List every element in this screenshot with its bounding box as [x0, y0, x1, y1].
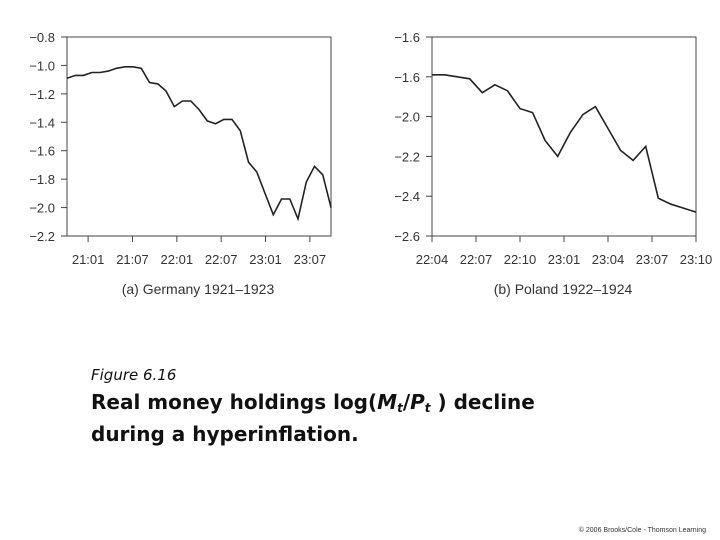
germany-x-tick-label: 21:01 [72, 252, 105, 267]
germany-x-tick-label: 22:01 [161, 252, 194, 267]
germany-plot-frame [66, 36, 332, 237]
germany-y-tick-label: −1.8 [29, 172, 55, 187]
poland-x-tick-label: 23:01 [548, 252, 581, 267]
germany-series-line [66, 66, 332, 222]
germany-y-tick-label: −1.2 [29, 87, 55, 102]
germany-x-tick-label: 21:07 [116, 252, 149, 267]
poland-x-tick-label: 22:07 [460, 252, 493, 267]
poland-x-tick-label: 23:10 [680, 252, 713, 267]
title-p: P [410, 390, 425, 414]
germany-panel: −0.8−1.0−1.2−1.4−1.6−1.8−2.0−2.2 21:01 21… [29, 30, 332, 297]
poland-y-tick-label: −1.6 [394, 30, 420, 45]
germany-y-tick-label: −1.0 [29, 58, 55, 73]
germany-x-tick-label: 23:07 [294, 252, 327, 267]
germany-y-tick-label: −1.4 [29, 115, 55, 130]
poland-y-axis: −1.6 −1.6 −2.0 −2.2 −2.4 −2.6 [394, 30, 432, 244]
title-line2: during a hyperinflation. [91, 422, 359, 446]
title-m: M [377, 390, 398, 414]
title-slash: / [402, 390, 411, 414]
germany-caption: (a) Germany 1921–1923 [122, 281, 275, 297]
poland-plot-frame [431, 36, 697, 237]
poland-x-tick-label: 23:04 [592, 252, 625, 267]
germany-y-tick-label: −2.0 [29, 201, 55, 216]
poland-y-tick-label: −1.6 [394, 70, 420, 85]
germany-y-tick-label: −2.2 [29, 229, 55, 244]
germany-x-tick-label: 22:07 [205, 252, 238, 267]
title-sub-t2: t [424, 401, 431, 415]
poland-x-tick-label: 23:07 [636, 252, 669, 267]
poland-x-tick-label: 22:04 [416, 252, 449, 267]
germany-y-axis: −0.8 −1.0 −1.2 −1.4 −1.6 −1.8 −2.0 −2.2 [29, 30, 67, 244]
germany-y-tick-label: −0.8 [29, 30, 55, 45]
poland-y-tick-label: −2.6 [394, 229, 420, 244]
figure-title: Real money holdings log(Mt/Pt ) decline d… [91, 389, 691, 447]
poland-panel: −1.6 −1.6 −2.0 −2.2 −2.4 −2.6 22:04 22:07 22:10… [394, 30, 712, 297]
figure-charts: −0.8−1.0−1.2−1.4−1.6−1.8−2.0−2.2 21:01 21… [29, 30, 712, 297]
germany-x-axis: 21:01 21:07 22:01 22:07 23:01 23:07 [72, 236, 326, 267]
germany-y-tick-label: −1.6 [29, 144, 55, 159]
poland-y-tick-label: −2.2 [394, 149, 420, 164]
title-part1: Real money holdings log( [91, 390, 378, 414]
figure-label: Figure 6.16 [91, 366, 177, 384]
poland-caption: (b) Poland 1922–1924 [494, 281, 633, 297]
copyright-notice: © 2006 Brooks/Cole - Thomson Learning [578, 527, 706, 534]
title-part2: ) decline [430, 390, 535, 414]
germany-x-tick-label: 23:01 [249, 252, 282, 267]
poland-x-axis: 22:04 22:07 22:10 23:01 23:04 23:07 23:10 [416, 236, 713, 267]
poland-x-tick-label: 22:10 [504, 252, 537, 267]
poland-y-tick-label: −2.4 [394, 189, 420, 204]
poland-series-line [432, 74, 697, 213]
title-sub-t1: t [397, 401, 403, 415]
poland-y-tick-label: −2.0 [394, 110, 420, 125]
